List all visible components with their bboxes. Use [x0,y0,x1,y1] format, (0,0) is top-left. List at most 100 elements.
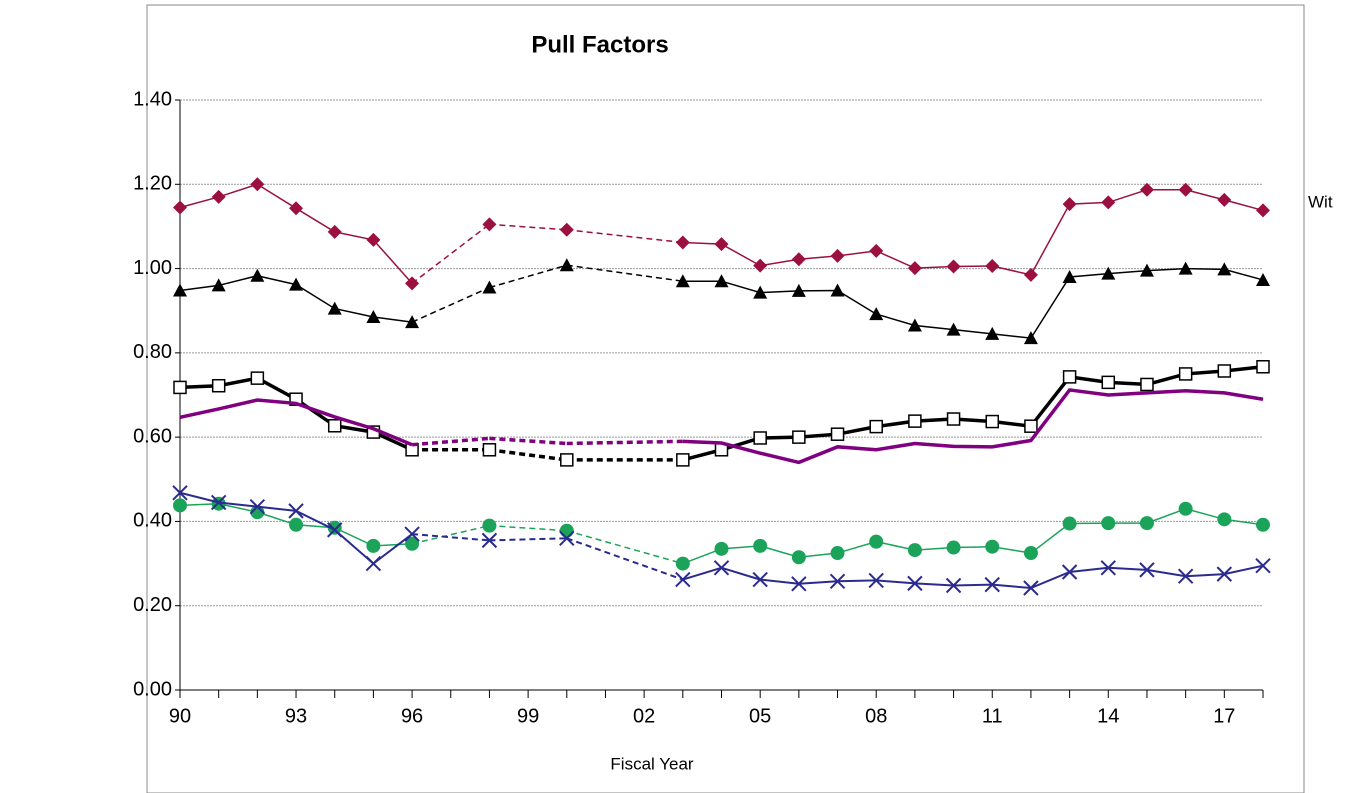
marker [211,378,226,393]
marker [405,276,420,291]
gap-connector [411,533,490,542]
marker [250,177,265,192]
marker [1217,262,1232,276]
marker [1139,182,1154,197]
marker [714,237,729,252]
marker [172,485,188,501]
marker [1062,270,1077,283]
marker [907,575,923,592]
series-line [179,398,413,447]
y-tick-label: 0.20 [133,594,172,616]
marker [791,576,807,592]
marker [559,222,574,237]
marker [1178,501,1193,516]
x-tick-label: 11 [982,705,1003,727]
marker [985,326,1000,340]
marker [985,259,1000,274]
gap-connector [566,529,684,565]
marker [1256,360,1270,374]
marker [1023,331,1038,345]
marker [1023,580,1039,596]
marker [1217,512,1232,527]
gap-connector [489,264,567,289]
gap-connector [566,537,684,581]
y-tick-label: 0.40 [133,510,172,532]
x-tick-label: 93 [285,705,307,727]
y-tick-label: 1.00 [133,257,172,279]
marker [250,371,265,385]
y-tick-label: 0.00 [133,678,172,700]
marker [366,232,381,247]
chart-title: Pull Factors [531,31,668,58]
marker [482,280,497,294]
series-line [682,365,1264,462]
marker [288,503,304,519]
marker [327,520,342,535]
marker [830,427,845,441]
x-tick-label: 96 [401,705,423,727]
marker [366,538,381,553]
marker [482,217,497,232]
y-tick-label: 1.20 [133,173,172,195]
marker [365,555,382,572]
marker [559,523,574,538]
marker [559,258,574,272]
marker [791,252,806,267]
marker [1101,266,1116,280]
marker [753,538,768,553]
marker [327,419,342,433]
x-tick-label: 05 [749,705,771,727]
marker [559,530,575,546]
marker [1178,261,1193,275]
marker [560,453,574,467]
marker [289,517,304,532]
marker [1101,375,1116,390]
marker [675,235,690,250]
marker [752,571,768,588]
marker [869,534,884,549]
gap-connector [411,286,490,323]
marker [250,505,265,520]
marker [908,414,922,428]
marker [1139,562,1155,578]
marker [675,556,690,571]
marker [1255,557,1271,574]
marker [173,498,187,513]
marker [714,274,729,288]
series-line [682,564,1264,590]
marker [405,536,420,551]
marker [985,539,1000,554]
annotation: Wit [1308,192,1333,211]
x-tick-label: 99 [517,705,539,727]
marker [675,274,690,288]
marker [1062,197,1077,212]
marker [829,573,846,589]
marker [250,268,265,282]
marker [1256,203,1270,218]
marker [1139,263,1154,277]
marker [327,224,342,239]
x-tick-label: 08 [865,705,887,727]
marker [869,419,883,434]
marker [327,301,342,315]
marker [907,543,922,558]
y-tick-label: 0.80 [133,341,172,363]
chart-frame [146,4,1305,793]
y-tick-label: 0.60 [133,425,172,447]
marker [1140,377,1154,392]
x-tick-label: 17 [1213,705,1235,727]
gap-connector [489,524,567,532]
marker [985,414,999,429]
marker [791,550,806,565]
series-line [682,507,1264,565]
marker [868,572,884,589]
series-line [682,388,1264,465]
marker [1216,566,1233,582]
marker [1101,516,1116,531]
marker [482,518,497,533]
marker [791,283,806,297]
marker [482,443,497,457]
marker [1062,370,1077,384]
marker [404,526,420,542]
